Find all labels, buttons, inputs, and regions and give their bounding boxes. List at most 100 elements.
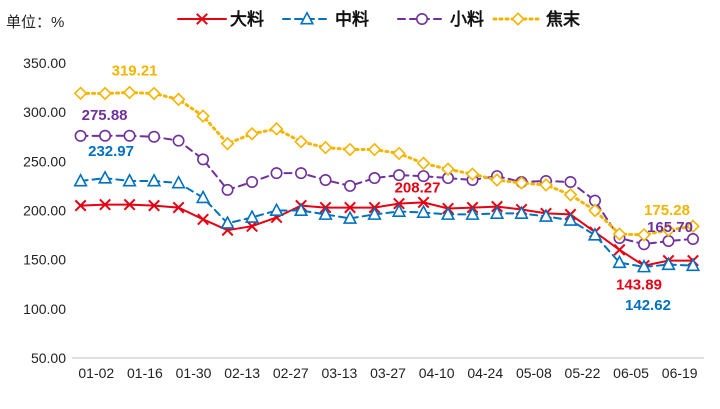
- data-point: [246, 175, 259, 188]
- data-point: [686, 233, 699, 246]
- legend-label: 中料: [335, 9, 369, 29]
- data-point: [220, 215, 235, 229]
- unit-label: 单位：%: [6, 14, 64, 31]
- data-point: [293, 202, 309, 216]
- data-point: [393, 169, 406, 182]
- x-tick-label: 03-27: [370, 365, 406, 381]
- data-point: [147, 86, 161, 101]
- data-point: [97, 170, 113, 184]
- data-point: [417, 196, 430, 209]
- data-point: [686, 219, 700, 234]
- data-point: [197, 213, 209, 226]
- data-point: [588, 203, 602, 218]
- data-point: [587, 227, 603, 241]
- data-point: [148, 130, 161, 143]
- x-tick-label: 02-27: [273, 365, 309, 381]
- data-point: [172, 134, 185, 147]
- data-point: [661, 223, 676, 237]
- legend-swatch-marker: [511, 12, 525, 26]
- data-point: [74, 199, 87, 212]
- data-point: [269, 202, 284, 216]
- data-point: [344, 179, 357, 192]
- data-point: [367, 142, 382, 157]
- data-point: [564, 175, 577, 188]
- data-label: 319.21: [112, 62, 158, 79]
- data-point: [319, 174, 332, 187]
- data-point: [221, 183, 234, 196]
- y-tick-label: 50.00: [31, 350, 66, 366]
- data-point: [244, 209, 260, 223]
- x-tick-label: 03-13: [321, 365, 357, 381]
- legend-item-1: 大料: [177, 9, 264, 29]
- data-label: 142.62: [625, 297, 671, 314]
- data-point: [73, 86, 88, 101]
- data-point: [99, 198, 111, 211]
- legend-label: 焦末: [545, 9, 581, 29]
- x-tick-label: 01-16: [127, 365, 163, 381]
- data-point: [171, 175, 186, 189]
- series-line: [79, 177, 694, 268]
- legend: 大料 中料 小料 焦末: [177, 9, 581, 29]
- series-line: [79, 201, 694, 267]
- data-point: [685, 257, 701, 272]
- data-point: [195, 189, 211, 204]
- axes: 50.00 100.00 150.00 200.00 250.00 300.00 350.0…: [23, 55, 704, 381]
- data-point: [440, 206, 456, 220]
- legend-item-4: 焦末: [492, 9, 581, 29]
- data-label: 232.97: [88, 143, 134, 160]
- data-point: [367, 206, 382, 220]
- data-point: [636, 259, 652, 273]
- data-point: [514, 176, 529, 190]
- legend-label: 大料: [230, 9, 264, 29]
- data-point: [98, 86, 112, 101]
- data-label: 208.27: [395, 179, 441, 196]
- data-point: [318, 206, 333, 220]
- data-point: [269, 122, 284, 136]
- y-tick-label: 200.00: [23, 203, 66, 219]
- data-point: [417, 170, 430, 183]
- data-point: [123, 129, 136, 142]
- x-tick-label: 06-05: [613, 365, 649, 381]
- data-point: [514, 205, 529, 219]
- data-point: [538, 208, 554, 222]
- x-tick-label: 06-19: [662, 365, 698, 381]
- x-tick-label: 01-02: [78, 365, 114, 381]
- data-point: [392, 146, 406, 161]
- data-point: [465, 206, 480, 220]
- data-point: [343, 142, 357, 157]
- y-tick-label: 150.00: [23, 252, 66, 268]
- data-point: [196, 109, 210, 123]
- data-point: [441, 162, 455, 177]
- data-point: [490, 173, 504, 187]
- x-tick-label: 05-22: [565, 365, 601, 381]
- data-point: [416, 156, 431, 171]
- data-point: [220, 136, 235, 151]
- data-point: [416, 204, 431, 218]
- data-point: [171, 92, 186, 107]
- legend-swatch-marker: [299, 11, 315, 25]
- legend-label: 小料: [450, 9, 484, 29]
- data-point: [270, 167, 283, 180]
- x-tick-label: 04-24: [467, 365, 503, 381]
- data-point: [489, 205, 505, 219]
- series-4: [73, 85, 700, 242]
- data-point: [539, 178, 553, 192]
- data-label: 165.70: [647, 219, 693, 236]
- data-label: 275.88: [82, 107, 128, 124]
- legend-item-2: 中料: [282, 9, 369, 29]
- y-tick-label: 300.00: [23, 104, 66, 120]
- data-point: [613, 243, 626, 256]
- data-point: [342, 210, 358, 224]
- data-point: [197, 153, 210, 166]
- data-point: [99, 129, 112, 142]
- x-tick-label: 02-13: [224, 365, 260, 381]
- x-tick-label: 01-30: [176, 365, 212, 381]
- series-2: [73, 170, 701, 273]
- data-point: [465, 167, 480, 181]
- data-point: [344, 201, 356, 214]
- data-point: [123, 198, 136, 211]
- y-tick-label: 350.00: [23, 55, 66, 71]
- y-tick-label: 250.00: [23, 153, 66, 169]
